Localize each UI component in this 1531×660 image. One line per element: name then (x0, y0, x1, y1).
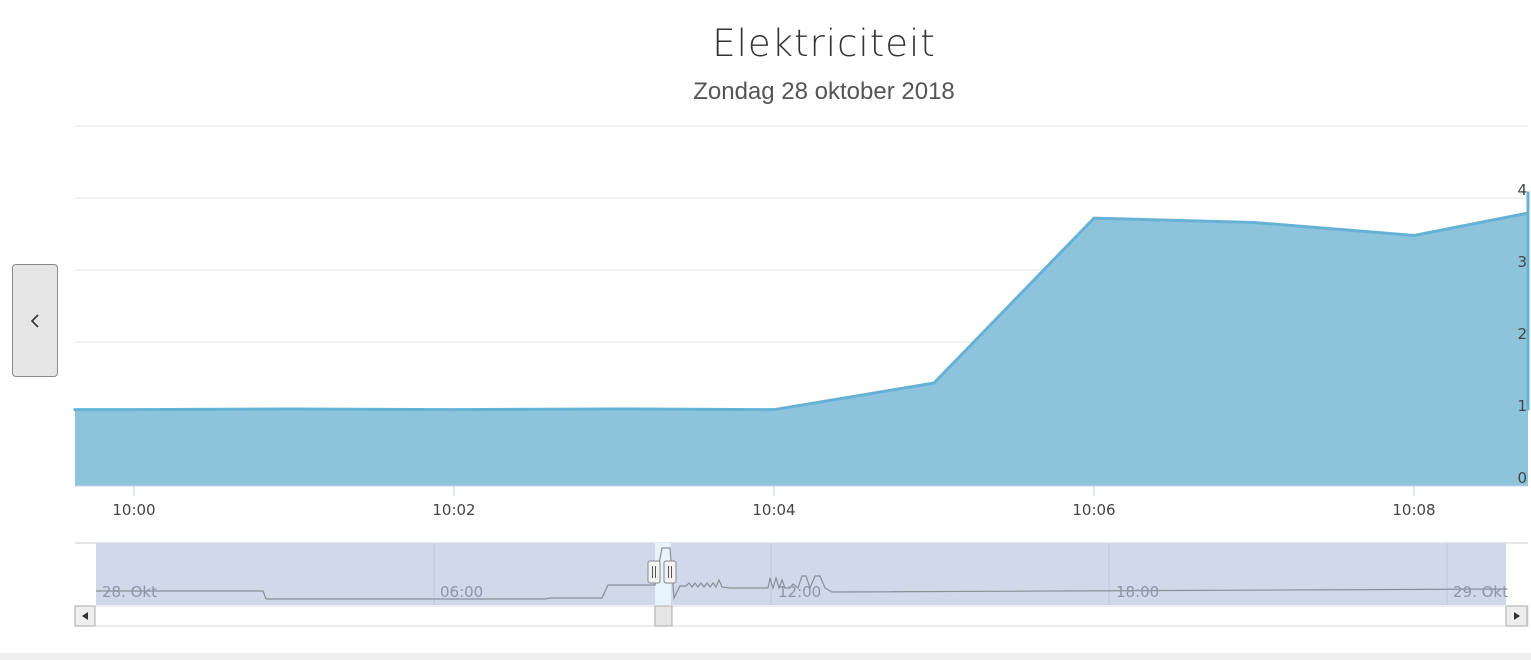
handle-body (647, 560, 661, 584)
x-tick-label: 10:02 (432, 501, 475, 519)
arrow-right-icon (1514, 612, 1520, 620)
previous-day-button[interactable] (12, 264, 58, 377)
scrollbar-track[interactable] (74, 605, 1529, 627)
chevron-left-icon (30, 313, 39, 328)
page-bottom-strip (0, 653, 1531, 660)
x-tick-label: 10:04 (752, 501, 795, 519)
x-tick-label: 10:00 (112, 501, 155, 519)
navigator-series (96, 547, 1507, 601)
x-tick-label: 10:06 (1072, 501, 1115, 519)
y-tick-label: 1 (1517, 397, 1527, 415)
navigator-label: 28. Okt (102, 583, 157, 601)
scrollbar-thumb[interactable] (654, 605, 673, 627)
chart-subtitle: Zondag 28 oktober 2018 (693, 78, 955, 105)
navigator-mask-right (671, 543, 1506, 605)
y-tick-label: 0 (1517, 469, 1527, 487)
navigator-handle-left[interactable] (647, 560, 661, 584)
arrow-left-icon (82, 612, 88, 620)
navigator-selection (655, 543, 671, 605)
navigator-label: 06:00 (440, 583, 483, 601)
y-tick-label: 2 (1517, 325, 1527, 343)
series-area (75, 191, 1528, 486)
series-line (73, 191, 1530, 412)
navigator-mask-left (96, 543, 655, 605)
navigator-handle-right[interactable] (663, 560, 677, 584)
x-tick-label: 10:08 (1392, 501, 1435, 519)
handle-body (663, 560, 677, 584)
navigator-label: 18:00 (1116, 583, 1159, 601)
y-tick-label: 3 (1517, 253, 1527, 271)
navigator-label: 12:00 (778, 583, 821, 601)
chart-title: Elektriciteit (712, 22, 936, 65)
navigator-label: 29. Okt (1453, 583, 1508, 601)
y-tick-label: 4 (1517, 181, 1527, 199)
